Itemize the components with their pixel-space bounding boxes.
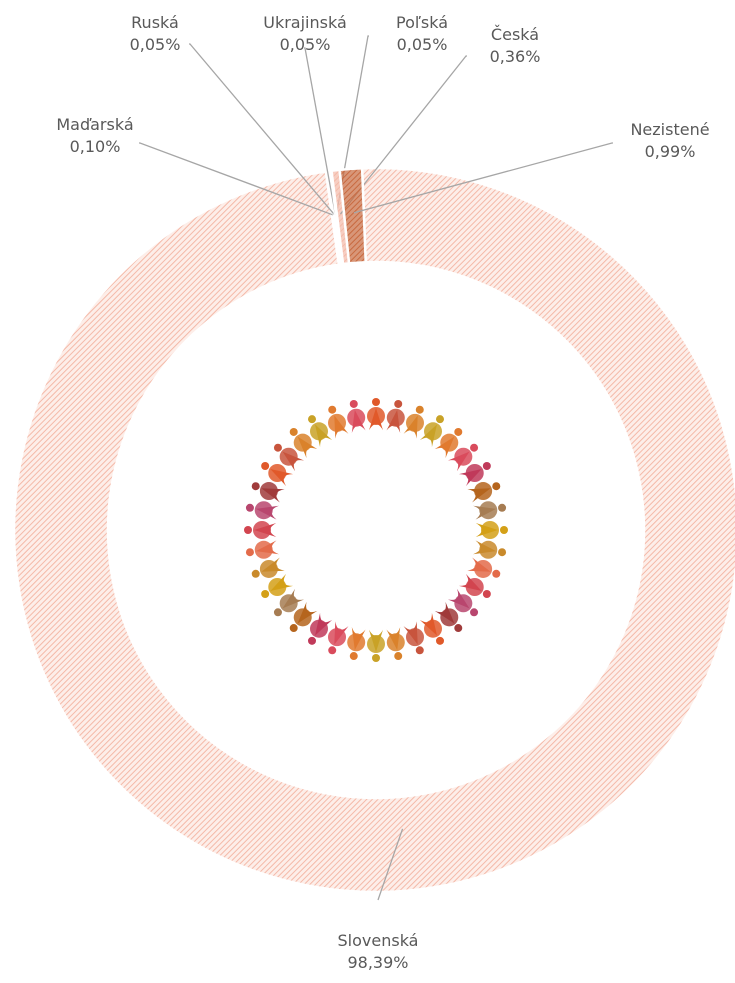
value-label: 0,05% <box>397 35 448 54</box>
category-label: Ruská <box>131 13 179 32</box>
value-label: 0,36% <box>490 47 541 66</box>
chart: Slovenská98,39%Maďarská0,10%Ruská0,05%Uk… <box>0 0 735 983</box>
data-label: Slovenská 98,39% <box>338 931 419 972</box>
value-label: 0,05% <box>280 35 331 54</box>
slice <box>14 168 735 892</box>
data-label: Ukrajinská 0,05% <box>263 13 347 54</box>
data-label: Maďarská 0,10% <box>56 115 133 156</box>
data-label: Nezistené 0,99% <box>630 120 709 161</box>
category-label: Nezistené <box>630 120 709 139</box>
data-label: Česká 0,36% <box>490 25 541 66</box>
value-label: 0,99% <box>645 142 696 161</box>
decoration <box>244 398 508 662</box>
value-label: 0,05% <box>130 35 181 54</box>
category-label: Slovenská <box>338 931 419 950</box>
category-label: Maďarská <box>56 115 133 134</box>
category-label: Poľská <box>396 13 448 32</box>
category-label: Ukrajinská <box>263 13 347 32</box>
data-label: Poľská 0,05% <box>396 13 448 54</box>
category-label: Česká <box>491 25 539 44</box>
value-label: 0,10% <box>70 137 121 156</box>
value-label: 98,39% <box>347 953 408 972</box>
data-label: Ruská 0,05% <box>130 13 181 54</box>
